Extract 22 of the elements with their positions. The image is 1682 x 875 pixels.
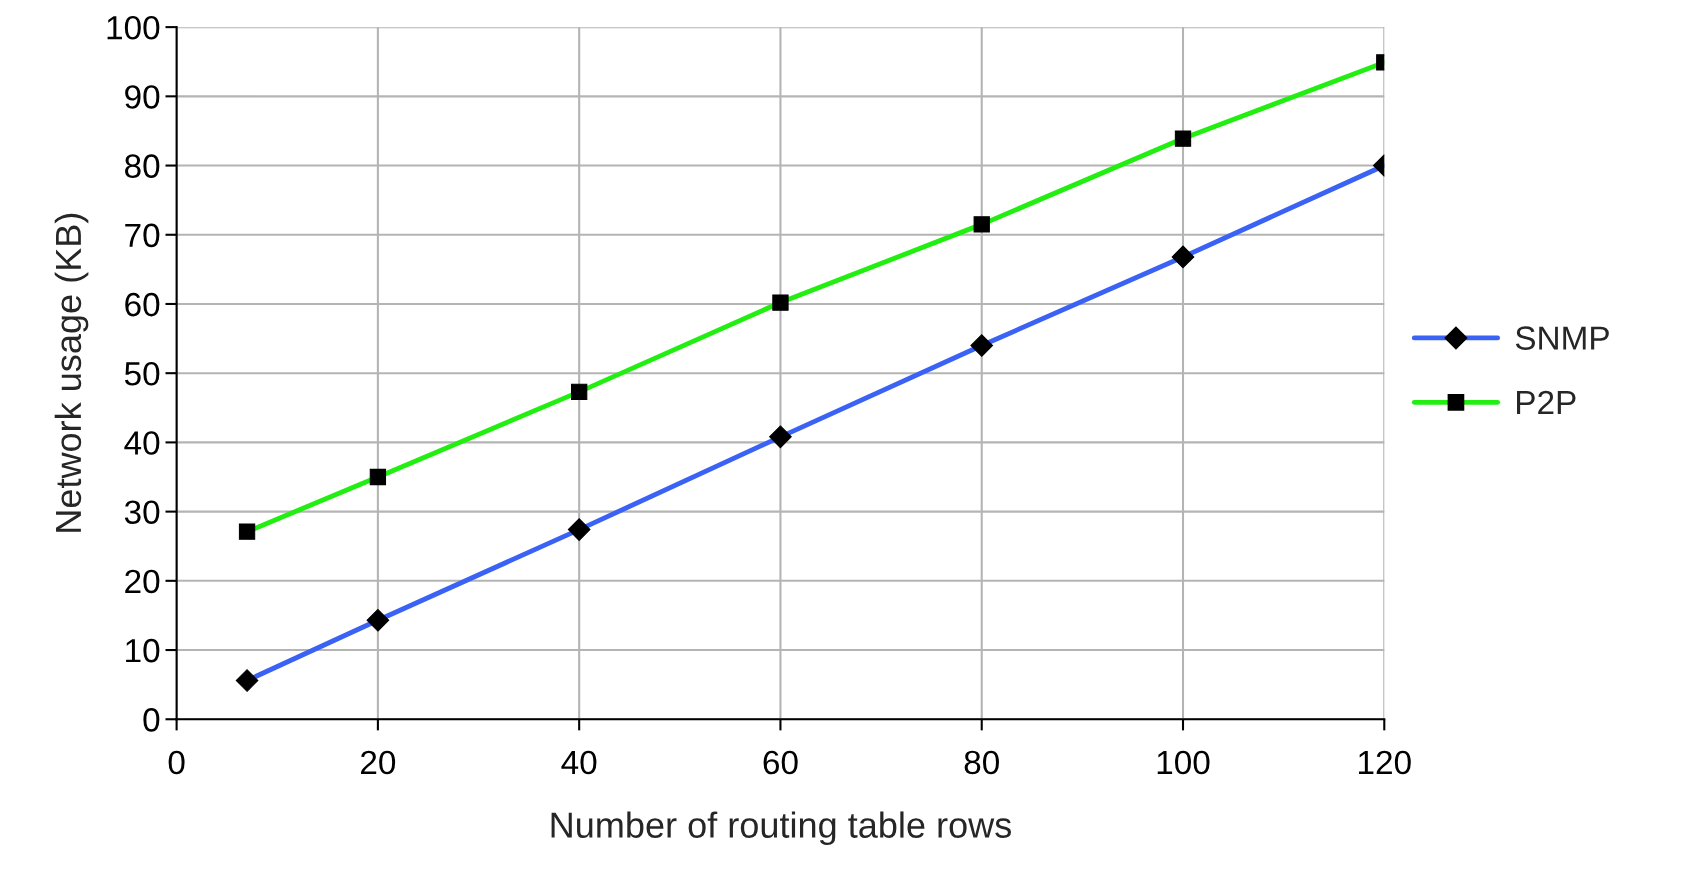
y-tick-label: 20 bbox=[125, 569, 160, 594]
x-tick-label: 60 bbox=[763, 750, 798, 775]
y-tick-label: 100 bbox=[107, 15, 160, 40]
y-tick-label: 60 bbox=[125, 292, 160, 317]
legend-label: SNMP bbox=[1515, 326, 1609, 350]
y-tick-label: 80 bbox=[125, 154, 160, 178]
x-tick-label: 80 bbox=[964, 750, 999, 775]
x-axis-title: Number of routing table rows bbox=[551, 811, 1011, 846]
x-tick-label: 100 bbox=[1157, 750, 1210, 775]
y-tick-label: 70 bbox=[125, 223, 160, 248]
x-tick-label: 120 bbox=[1359, 750, 1411, 775]
y-tick-label: 40 bbox=[124, 431, 160, 455]
y-tick-label: 50 bbox=[124, 361, 160, 386]
y-tick-label: 10 bbox=[126, 638, 160, 663]
x-tick-label: 20 bbox=[361, 750, 396, 775]
y-axis-title: Network usage (KB) bbox=[54, 213, 89, 532]
y-tick-label: 0 bbox=[143, 708, 160, 732]
legend-label: P2P bbox=[1517, 390, 1576, 415]
y-tick-label: 90 bbox=[125, 85, 160, 109]
x-tick-label: 0 bbox=[168, 750, 185, 775]
y-tick-label: 30 bbox=[124, 500, 160, 525]
x-tick-label: 40 bbox=[561, 750, 597, 775]
